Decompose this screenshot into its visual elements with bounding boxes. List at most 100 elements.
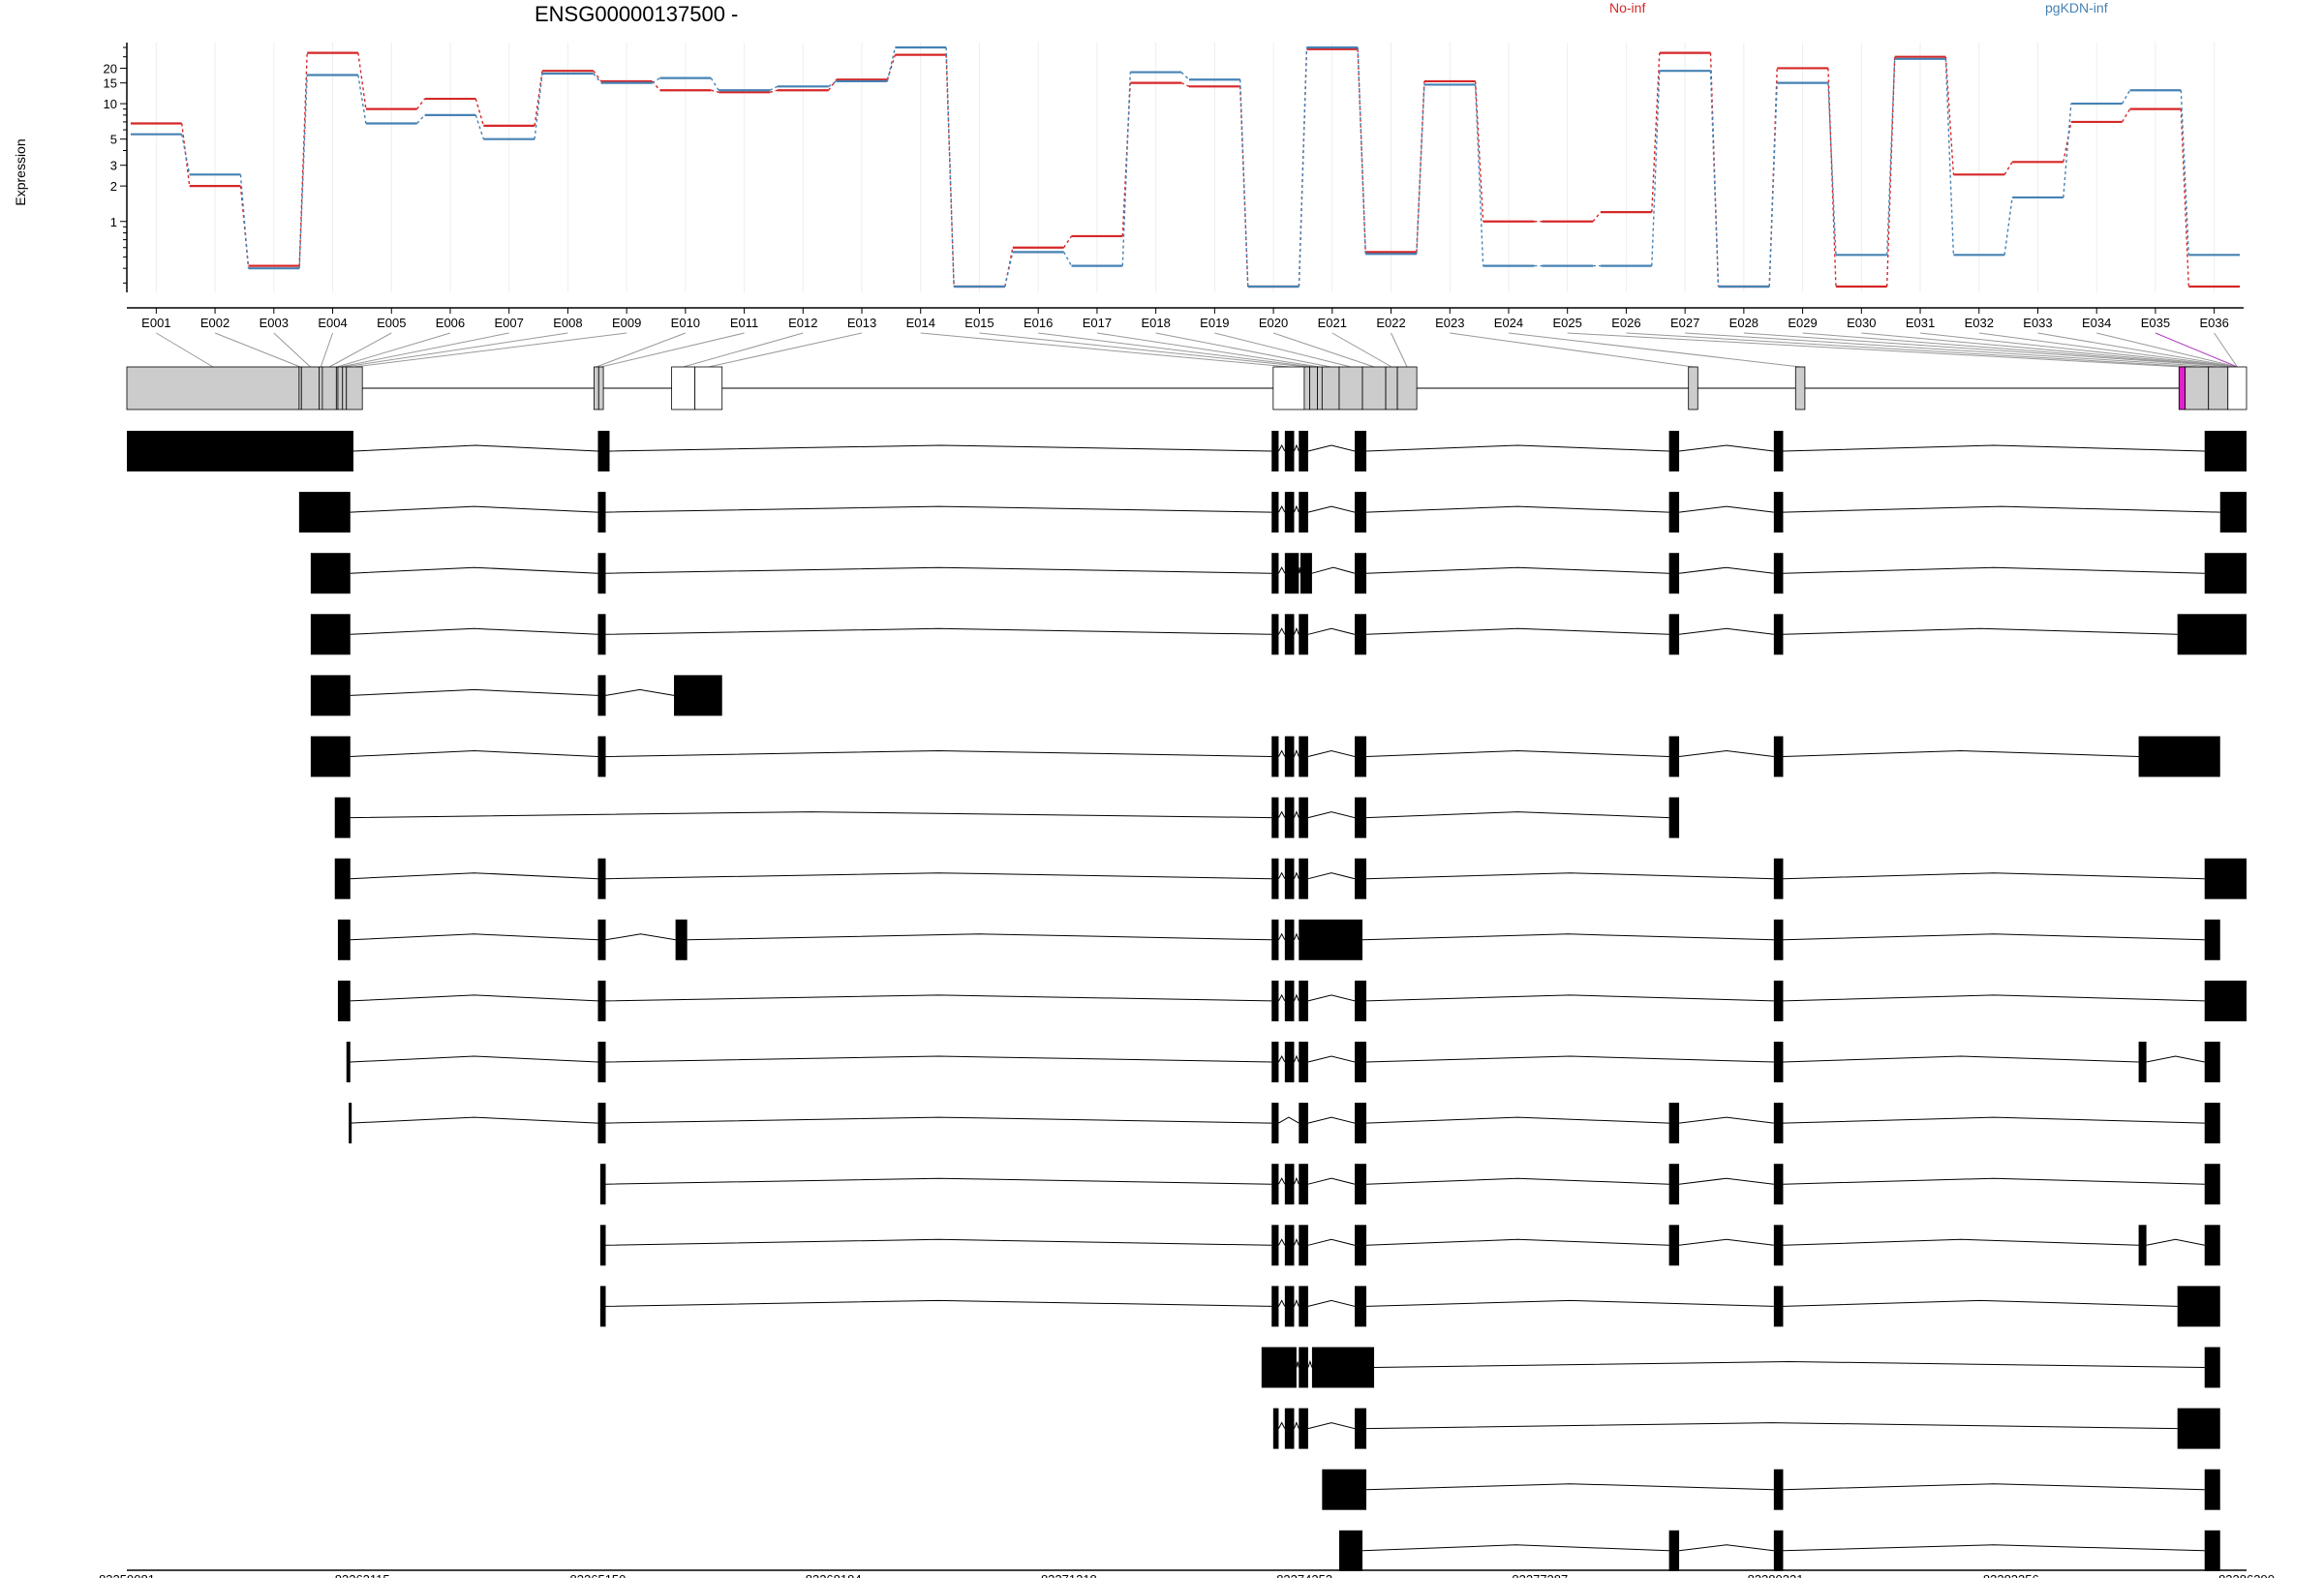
transcript-exon [2204, 858, 2247, 899]
transcript-intron [1678, 1544, 1774, 1552]
exon-label: E005 [377, 316, 406, 330]
transcript-intron [2146, 1055, 2205, 1063]
transcript-intron [1294, 1176, 1300, 1185]
transcript-exon [1299, 919, 1363, 960]
series-1-connector [593, 73, 602, 84]
exon-label: E012 [788, 316, 817, 330]
transcript-exon [675, 919, 688, 960]
exon-label: E024 [1494, 316, 1523, 330]
transcript-intron [1783, 1055, 2139, 1063]
exon-label: E007 [495, 316, 524, 330]
transcript-exon [1271, 980, 1279, 1021]
series-1-connector [828, 80, 838, 87]
gene-model-exon [337, 366, 344, 410]
transcript-intron [1278, 566, 1286, 574]
grid-lines [155, 43, 2216, 292]
transcript-intron [1307, 811, 1356, 819]
series-1-connector [886, 46, 897, 82]
transcript-intron [1278, 505, 1286, 513]
y-tick-label: 3 [110, 159, 117, 173]
transcript-exon [1354, 858, 1367, 899]
transcript-exon [1354, 1225, 1367, 1266]
transcript-intron [1783, 1116, 2205, 1124]
gene-model-exon [346, 366, 363, 410]
transcript-exon [1354, 1164, 1367, 1205]
series-1-connector [534, 73, 543, 139]
transcript-intron [605, 994, 1272, 1002]
gene-model-exon [694, 366, 723, 410]
series-1-connector [1474, 84, 1484, 266]
transcript-intron [350, 933, 598, 941]
transcript-exon [597, 492, 606, 533]
genomic-axis: 83259081 83262115 83265150 83268184 83271218… [99, 1569, 2275, 1578]
transcript-intron [605, 627, 1272, 635]
exon-label: E036 [2199, 316, 2228, 330]
series-1-connector [1180, 72, 1190, 80]
exon-label: E010 [671, 316, 700, 330]
series-0-connector [1651, 52, 1661, 213]
transcript-exon [1299, 492, 1308, 533]
transcript-exon [1668, 797, 1680, 838]
exon-connector [2155, 332, 2238, 368]
transcript-intron [1366, 811, 1669, 819]
transcript-exon [1668, 492, 1680, 533]
transcript-intron [1374, 1360, 2205, 1368]
exon-connectors [156, 332, 2238, 368]
transcript-exon [1668, 431, 1680, 471]
legend-pgkdn-inf: pgKDN-inf [2045, 0, 2108, 15]
transcript-exon [2204, 1347, 2220, 1388]
exon-connector [320, 332, 333, 368]
transcript-exon [1668, 1164, 1680, 1205]
transcript-exon [1773, 614, 1784, 655]
exon-label: E018 [1141, 316, 1170, 330]
y-tick-label: 1 [110, 215, 117, 229]
transcript-exon [1773, 553, 1784, 594]
transcript-intron [1366, 1238, 1669, 1246]
series-1-connector [1944, 58, 1955, 256]
transcript-exon [1668, 553, 1680, 594]
transcript-exon [1284, 553, 1300, 594]
transcript-intron [1294, 626, 1300, 635]
exon-connector [1508, 332, 1801, 368]
transcript-exon [2204, 1469, 2220, 1510]
transcript-intron [1307, 749, 1356, 757]
transcript-exon [1271, 1042, 1279, 1082]
transcript-exon [1284, 1408, 1295, 1449]
transcript-exon [1271, 1103, 1279, 1144]
transcript-intron [1783, 1299, 2178, 1307]
y-tick-label: 15 [104, 76, 117, 91]
series-0-connector [828, 78, 838, 91]
transcript-exon [334, 797, 351, 838]
transcript-exon [1271, 492, 1279, 533]
gene-model-exon [2208, 366, 2229, 410]
gene-model-exon [1688, 366, 1698, 410]
series-1-connector [181, 134, 191, 175]
transcript-intron [350, 505, 598, 513]
transcript-intron [1294, 443, 1300, 452]
exon-axis: E001 E002 E003 E004 E005 E006 E007 E008 E009 E010… [127, 307, 2244, 330]
transcript-intron [605, 1055, 1272, 1063]
transcript-intron [1307, 1055, 1356, 1063]
transcript-exon [1773, 858, 1784, 899]
transcript-exon [2204, 431, 2247, 471]
transcript-exon [2177, 614, 2247, 655]
exon-connector [344, 332, 568, 368]
exon-connector [1038, 332, 1314, 368]
genomic-tick-label: 83283356 [1983, 1572, 2039, 1578]
transcript-exon [1271, 1164, 1279, 1205]
transcript-exon [674, 675, 722, 716]
transcript-exon [1354, 980, 1367, 1021]
series-0-connector [2180, 108, 2189, 288]
exon-label: E023 [1435, 316, 1464, 330]
exon-label: E017 [1083, 316, 1112, 330]
series-1-connector [2121, 89, 2131, 105]
transcript-intron [1294, 993, 1300, 1002]
transcript-intron [1294, 871, 1300, 879]
exon-connector [1802, 332, 2238, 368]
transcript-intron [1294, 1421, 1300, 1429]
transcript-exon [1354, 431, 1367, 471]
transcript-intron [605, 505, 1272, 513]
exon-label: E021 [1318, 316, 1347, 330]
series-1-connector [2063, 104, 2072, 197]
transcript-intron [1278, 1116, 1300, 1124]
